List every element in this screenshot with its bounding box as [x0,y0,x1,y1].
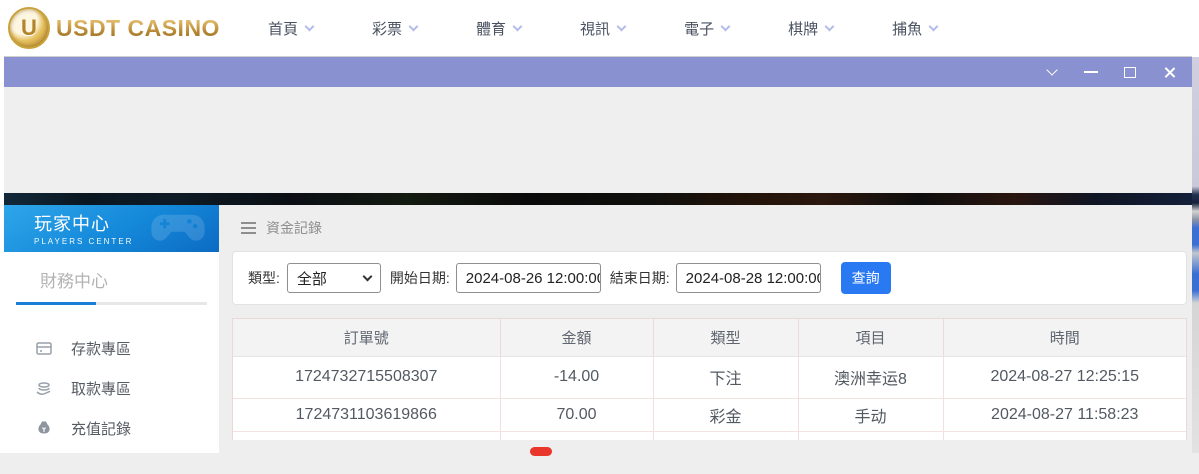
type-select[interactable]: 全部 [286,263,381,293]
menu-icon[interactable] [241,222,256,234]
records-table: 訂單號 金額 類型 項目 時間 1724732715508307 -14.00 [232,318,1187,440]
table-header-row: 訂單號 金額 類型 項目 時間 [233,319,1186,357]
nav-item-live[interactable]: 視訊 [580,18,627,39]
usdt-coin-icon: U [8,7,50,49]
chevron-down-icon [928,21,939,32]
nav-label: 彩票 [372,21,403,38]
sidebar: 玩家中心 PLAYERS CENTER 財務中心 [4,205,219,474]
table-row: 1724731103619866 70.00 彩金 手动 2024-08-27 … [233,398,1186,432]
gamepad-icon [151,214,205,241]
site-header: U USDT CASINO 首頁 彩票 體育 視訊 電子 [0,0,1199,57]
tab-underline [16,302,207,305]
search-button[interactable]: 查詢 [840,262,891,294]
page-background-right-edge [1192,57,1199,474]
player-center-window: 玩家中心 PLAYERS CENTER 財務中心 [4,56,1192,474]
coin-letter: U [21,15,37,40]
col-time: 時間 [942,319,1186,357]
site-logo[interactable]: U USDT CASINO [8,7,220,49]
start-date-label: 開始日期: [389,270,450,286]
end-date-label: 結束日期: [609,270,670,286]
table-row-partial [233,431,1186,440]
nav-label: 棋牌 [788,21,819,38]
window-titlebar[interactable] [4,57,1192,87]
page-title: 資金記錄 [266,220,322,236]
nav-item-home[interactable]: 首頁 [268,18,315,39]
maximize-icon[interactable] [1122,64,1138,80]
chevron-down-icon [616,21,627,32]
table-row: 1724732715508307 -14.00 下注 澳洲幸运8 2024-08… [233,356,1186,399]
cell-order-number: 1724732715508307 [233,356,500,399]
chevron-down-icon [408,21,419,32]
logo-text: USDT CASINO [56,14,220,41]
nav-item-cards[interactable]: 棋牌 [788,18,835,39]
sidebar-item-deposit-zone[interactable]: 存款專區 [4,328,219,368]
nav-label: 捕魚 [892,21,923,38]
dark-banner-strip [4,193,1192,205]
players-center-subtitle: PLAYERS CENTER [34,237,134,246]
sidebar-item-label: 取款專區 [71,380,132,398]
nav-item-sports[interactable]: 體育 [476,18,523,39]
chevron-down-icon[interactable] [1044,64,1060,80]
cell-type: 下注 [652,356,798,399]
cell-item: 澳洲幸运8 [797,356,943,399]
breadcrumb: 資金記錄 [219,205,1192,251]
filter-bar: 類型: 全部 開始日期: 結束日期: 查詢 [232,251,1187,305]
col-item: 項目 [797,319,943,357]
chevron-down-icon [720,21,731,32]
cell-time: 2024-08-27 11:58:23 [942,398,1186,432]
nav-label: 電子 [684,21,715,38]
sidebar-item-withdraw-zone[interactable]: 取款專區 [4,368,219,408]
main-nav: 首頁 彩票 體育 視訊 電子 棋牌 [268,0,939,57]
players-center-header: 玩家中心 PLAYERS CENTER [4,205,219,252]
nav-item-slots[interactable]: 電子 [684,18,731,39]
cursor-marker [530,447,552,456]
type-label: 類型: [248,270,280,286]
nav-item-fishing[interactable]: 捕魚 [892,18,939,39]
money-bag-icon [35,419,53,437]
cell-type: 彩金 [652,398,798,432]
close-icon[interactable] [1161,64,1177,80]
chevron-down-icon [362,271,373,282]
workspace: 玩家中心 PLAYERS CENTER 財務中心 [4,205,1192,474]
col-type: 類型 [652,319,798,357]
col-order-number: 訂單號 [233,319,500,357]
main-content: 資金記錄 類型: 全部 開始日期: 結束日期: 查詢 [219,205,1192,474]
chevron-down-icon [824,21,835,32]
withdraw-hand-icon [35,379,53,397]
minimize-icon[interactable] [1083,64,1099,80]
players-center-title: 玩家中心 [34,214,110,234]
chevron-down-icon [512,21,523,32]
sidebar-item-label: 存款專區 [71,340,132,358]
type-select-value: 全部 [296,270,327,288]
nav-item-lottery[interactable]: 彩票 [372,18,419,39]
cell-item: 手动 [797,398,943,432]
bottom-strip [0,453,1199,474]
deposit-card-icon [35,339,53,357]
start-date-input[interactable] [455,263,601,293]
chevron-down-icon [304,21,315,32]
col-amount: 金額 [499,319,653,357]
tab-finance-center[interactable]: 財務中心 [16,267,207,305]
cell-amount: 70.00 [499,398,653,432]
nav-label: 首頁 [268,21,299,38]
window-empty-area [4,87,1192,193]
cell-amount: -14.00 [499,356,653,399]
sidebar-item-label: 充值記錄 [71,420,132,438]
nav-label: 視訊 [580,21,611,38]
cell-time: 2024-08-27 12:25:15 [942,356,1186,399]
nav-label: 體育 [476,21,507,38]
sidebar-item-recharge-records[interactable]: 充值記錄 [4,408,219,448]
cell-order-number: 1724731103619866 [233,398,500,432]
end-date-input[interactable] [675,263,821,293]
tab-label: 財務中心 [40,272,108,291]
